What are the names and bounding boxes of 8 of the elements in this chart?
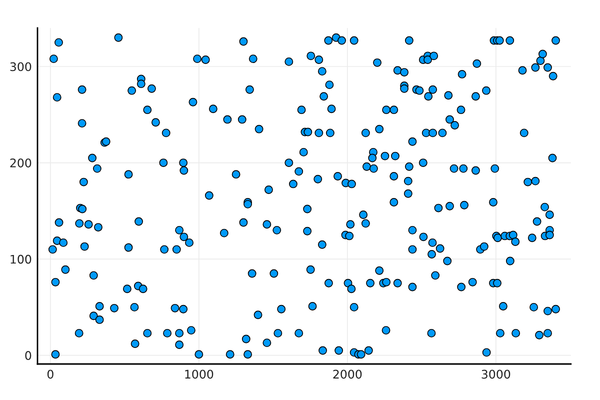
x-tick-label: 3000 xyxy=(482,370,510,379)
x-tick-label: 2000 xyxy=(333,370,362,379)
x-tick-label: 0 xyxy=(47,370,54,379)
y-tick-label: 300 xyxy=(10,62,32,72)
y-tick-label: 100 xyxy=(10,254,32,264)
y-tick-label: 0 xyxy=(25,351,32,360)
x-tick-label: 1000 xyxy=(185,370,214,379)
y-tick-label: 200 xyxy=(10,158,32,168)
